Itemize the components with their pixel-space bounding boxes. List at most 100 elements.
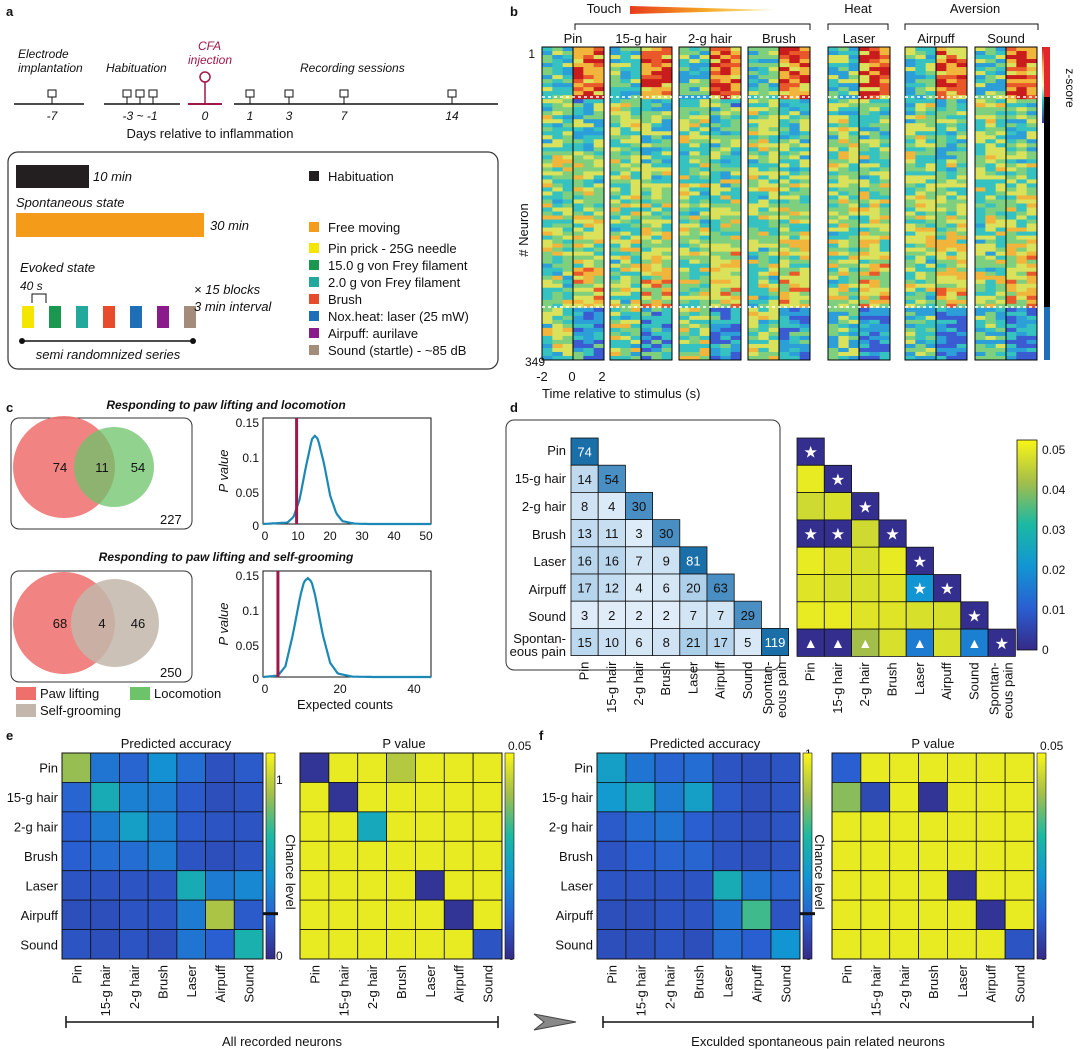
heatmap-cell	[869, 203, 881, 209]
heatmap-cell	[879, 299, 891, 305]
heatmap-cell	[573, 143, 584, 148]
heatmap-cell	[956, 83, 968, 88]
heatmap-cell	[1026, 251, 1038, 257]
heatmap-cell	[869, 115, 881, 120]
significance-triangle-icon: ▲	[968, 635, 982, 651]
heatmap-cell	[720, 151, 732, 156]
heatmap-cell	[869, 343, 881, 349]
heatmap-cell	[995, 327, 1007, 333]
heatmap-cell	[758, 307, 770, 313]
heatmap-cell	[779, 167, 790, 172]
heatmap-cell	[879, 99, 891, 104]
heatmap-cell	[758, 95, 770, 100]
heatmap-cell	[1026, 71, 1038, 76]
heatmap-cell	[573, 123, 584, 128]
count-value: 2	[608, 608, 615, 623]
venn1-title: Responding to paw lifting and locomotion	[106, 398, 345, 412]
heatmap-cell	[689, 59, 701, 64]
heatmap-cell	[552, 263, 564, 269]
heatmap-cell	[630, 243, 642, 249]
heatmap-cell	[748, 319, 759, 325]
heatmap-cell	[1026, 59, 1038, 64]
heatmap-cell	[651, 335, 663, 341]
heatmap-cell	[1026, 215, 1038, 221]
heatmap-cell	[720, 347, 732, 353]
heatmap-cell	[848, 107, 860, 112]
heatmap-cell	[758, 107, 770, 112]
heatmap-cell	[620, 99, 632, 104]
heatmap-cell	[748, 279, 759, 285]
heatmap-cell	[936, 223, 947, 229]
heatmap-cell	[946, 199, 958, 204]
heatmap-cell	[573, 155, 584, 160]
heatmap-cell	[869, 79, 881, 84]
heatmap-cell	[936, 135, 947, 140]
f-pvalue-cell	[889, 899, 919, 930]
heatmap-cell	[975, 207, 986, 213]
heatmap-cell	[552, 107, 564, 112]
heatmap-cell	[946, 59, 958, 64]
heatmap-cell	[661, 47, 673, 52]
heatmap-cell	[838, 147, 850, 152]
f-pvalue-cell	[975, 782, 1006, 813]
e-pvalue-cell	[328, 782, 359, 813]
pvalue-cell	[851, 546, 880, 575]
heatmap-cell	[651, 251, 663, 257]
heatmap-cell	[925, 227, 937, 233]
heatmap-cell	[985, 167, 997, 172]
heatmap-cell	[610, 243, 621, 249]
heatmap-cell	[710, 91, 721, 96]
venn2-left-count: 68	[53, 616, 67, 631]
heatmap-cell	[1006, 59, 1017, 64]
heatmap-cell	[610, 235, 621, 241]
heatmap-cell	[848, 335, 860, 341]
heatmap-cell	[995, 151, 1007, 156]
heatmap-cell	[758, 111, 770, 116]
heatmap-cell	[946, 215, 958, 221]
e-chance-level: Chance level	[283, 834, 298, 909]
heatmap-cell	[542, 315, 553, 321]
heatmap-cell	[779, 103, 790, 108]
stimulus-block	[157, 306, 169, 328]
heatmap-cell	[679, 179, 690, 184]
heatmap-cell	[779, 343, 790, 349]
heatmap-cell	[651, 295, 663, 301]
heatmap-cell	[869, 87, 881, 92]
heatmap-cell	[689, 207, 701, 213]
heatmap-cell	[838, 199, 850, 204]
heatmap-cell	[720, 307, 732, 313]
heatmap-cell	[593, 179, 605, 184]
heatmap-cell	[758, 143, 770, 148]
e-pvalue-cell	[299, 811, 330, 842]
heatmap-cell	[985, 79, 997, 84]
significance-triangle-icon: ▲	[804, 635, 818, 651]
heatmap-cell	[905, 135, 916, 140]
heatmap-cell	[583, 271, 595, 277]
heatmap-cell	[936, 259, 947, 265]
heatmap-cell	[730, 231, 742, 237]
heatmap-cell	[730, 79, 742, 84]
heatmap-cell	[748, 163, 759, 168]
heatmap-cell	[730, 179, 742, 184]
heatmap-cell	[661, 247, 673, 253]
heatmap-cell	[730, 71, 742, 76]
heatmap-cell	[956, 171, 968, 176]
heatmap-cell	[859, 231, 870, 237]
heatmap-cell	[779, 339, 790, 345]
e-acc-cbar-bottom: 0	[276, 949, 283, 963]
heatmap-cell	[593, 323, 605, 329]
y-tick: 0	[252, 519, 259, 533]
heatmap-cell	[679, 219, 690, 225]
heatmap-cell	[542, 79, 553, 84]
heatmap-cell	[573, 275, 584, 281]
heatmap-cell	[661, 291, 673, 297]
heatmap-cell	[573, 251, 584, 257]
heatmap-cell	[689, 303, 701, 309]
heatmap-cell	[848, 123, 860, 128]
heatmap-cell	[936, 311, 947, 317]
heatmap-cell	[925, 327, 937, 333]
heatmap-cell	[573, 299, 584, 305]
heatmap-cell	[956, 339, 968, 345]
heatmap-cell	[879, 163, 891, 168]
panel-d-frame	[505, 419, 781, 671]
